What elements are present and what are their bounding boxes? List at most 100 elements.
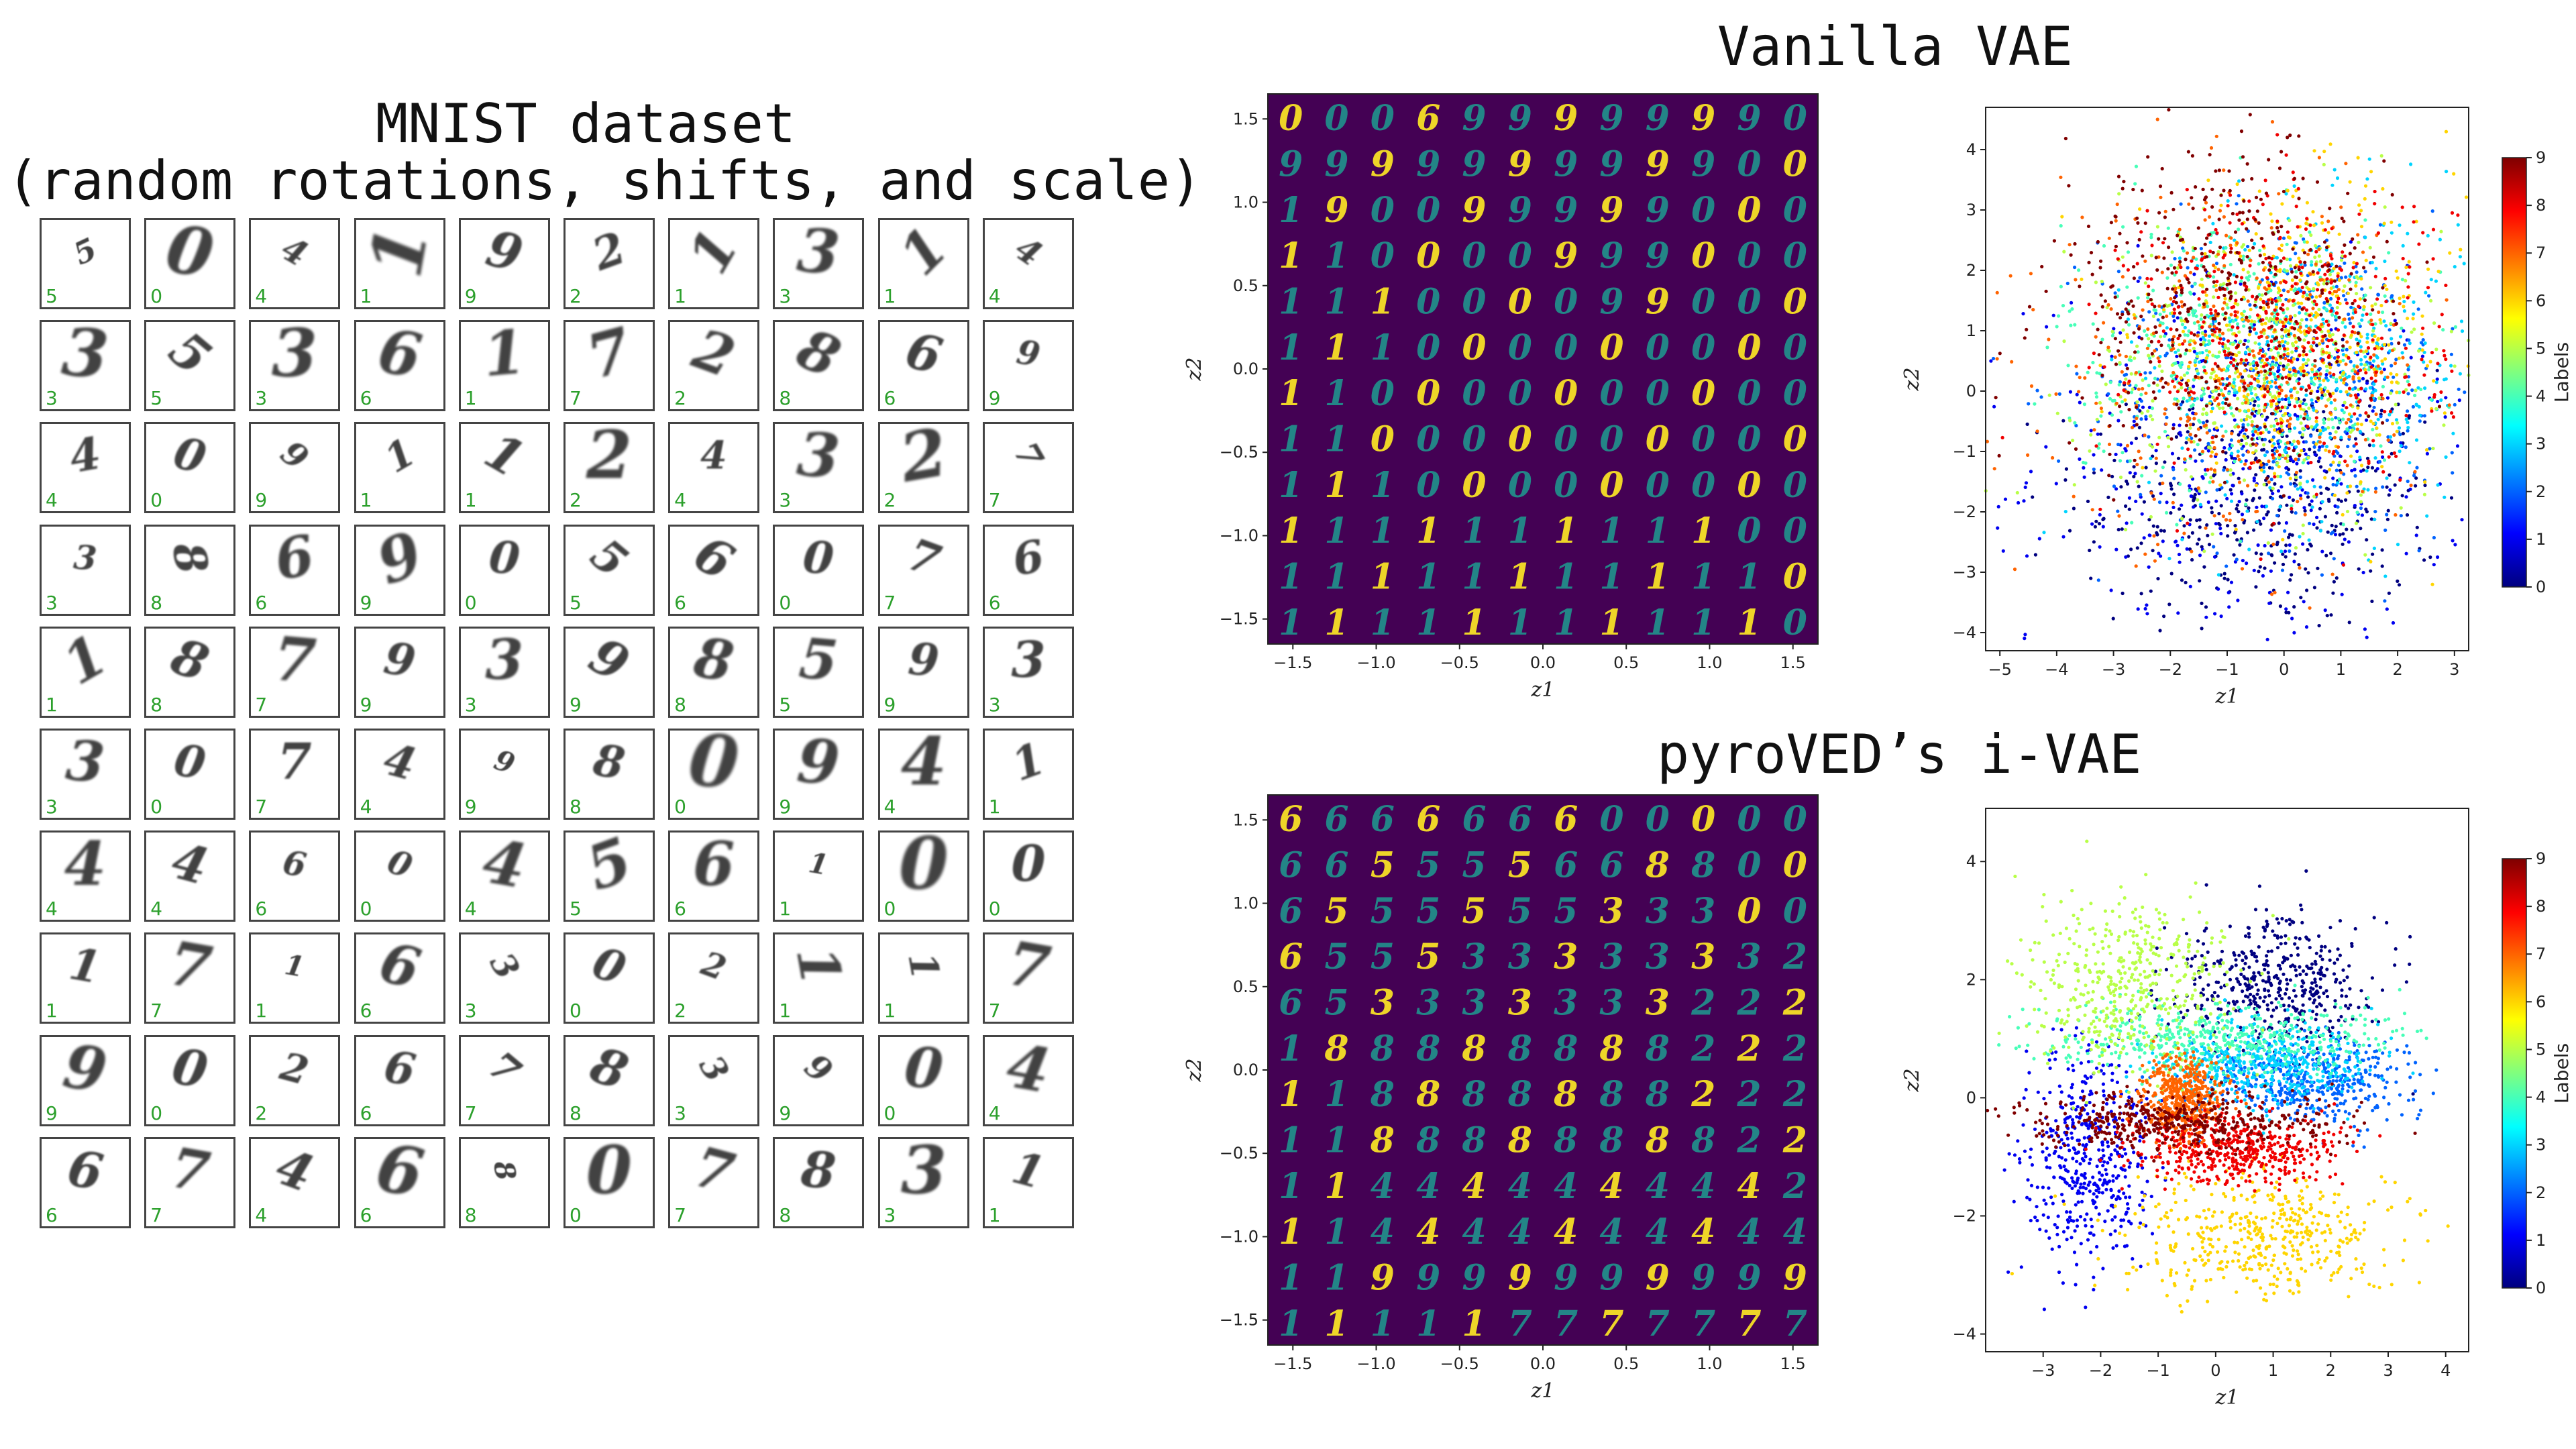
- vanilla-latent-point: [2439, 229, 2443, 233]
- vanilla-latent-point: [2212, 304, 2216, 309]
- vanilla-latent-point: [2383, 276, 2387, 280]
- vanilla-latent-point: [2084, 461, 2088, 465]
- vanilla-latent-point: [2172, 307, 2176, 311]
- vanilla-latent-point: [2304, 452, 2308, 456]
- vanilla-latent-point: [2142, 500, 2146, 504]
- ivae-latent-point: [2314, 1012, 2318, 1016]
- vanilla-latent-point: [2177, 552, 2182, 557]
- vanilla-latent-point: [2346, 484, 2350, 489]
- vanilla-latent-point: [2302, 408, 2306, 412]
- mnist-digit-label: 3: [779, 285, 792, 307]
- vanilla-latent-point: [2138, 409, 2142, 413]
- vanilla-latent-point: [2373, 189, 2377, 194]
- vanilla-latent-point: [2385, 396, 2390, 400]
- vanilla-latent-point: [2278, 361, 2282, 366]
- ivae-manifold-x-tick-label: 1.5: [1780, 1354, 1806, 1373]
- vanilla-latent-point: [2404, 413, 2408, 418]
- vanilla-latent-point: [2118, 331, 2123, 335]
- ivae-manifold-decoded-digit: 5: [1416, 845, 1440, 886]
- vanilla-latent-point: [2385, 607, 2389, 611]
- vanilla-latent-point: [2165, 415, 2169, 419]
- vanilla-latent-point: [2355, 292, 2359, 296]
- vanilla-latent-point: [2147, 292, 2151, 297]
- vanilla-latent-point: [2409, 356, 2413, 360]
- vanilla-latent-point: [2254, 449, 2258, 453]
- vanilla-latent-point: [2365, 312, 2369, 316]
- mnist-digit-label: 8: [150, 693, 163, 716]
- vanilla-latent-point: [2155, 225, 2159, 229]
- vanilla-latent-point: [2138, 276, 2142, 280]
- vanilla-latent-point: [2029, 272, 2033, 276]
- vanilla-latent-point: [2204, 201, 2208, 205]
- vanilla-latent-point: [2183, 333, 2187, 337]
- vanilla-latent-point: [2031, 495, 2035, 499]
- vanilla-latent-point: [2237, 458, 2241, 462]
- vanilla-latent-point: [2191, 411, 2195, 415]
- vanilla-manifold-decoded-digit: 0: [1783, 557, 1807, 598]
- vanilla-latent-point: [2185, 547, 2189, 551]
- vanilla-latent-point: [2121, 400, 2125, 404]
- vanilla-latent-point: [2390, 380, 2394, 384]
- ivae-latent-point: [2350, 942, 2354, 946]
- vanilla-latent-point: [2336, 445, 2341, 449]
- vanilla-latent-point: [2415, 525, 2419, 529]
- vanilla-latent-point: [2246, 270, 2250, 274]
- vanilla-latent-point: [2125, 333, 2129, 337]
- vanilla-latent-point: [2262, 331, 2266, 335]
- vanilla-latent-point: [2409, 162, 2413, 166]
- vanilla-latent-point: [2294, 287, 2298, 291]
- vanilla-latent-point: [2225, 496, 2229, 500]
- vanilla-latent-point: [2249, 258, 2253, 262]
- vanilla-latent-point: [2132, 474, 2136, 479]
- vanilla-latent-point: [2208, 215, 2212, 219]
- vanilla-latent-point: [2331, 391, 2335, 395]
- vanilla-latent-point: [2320, 390, 2324, 394]
- vanilla-latent-point: [2356, 372, 2360, 376]
- vanilla-latent-point: [2212, 295, 2216, 299]
- vanilla-latent-point: [2224, 369, 2229, 373]
- vanilla-latent-point: [2241, 401, 2245, 405]
- ivae-latent-point: [2385, 920, 2389, 925]
- vanilla-latent-point: [2289, 359, 2293, 363]
- vanilla-latent-point: [2067, 184, 2071, 188]
- vanilla-latent-point: [2155, 268, 2159, 272]
- vanilla-latent-point: [2217, 392, 2221, 396]
- vanilla-latent-point: [1998, 352, 2002, 356]
- vanilla-latent-point: [2292, 368, 2296, 372]
- vanilla-latent-point: [2275, 474, 2280, 478]
- vanilla-latent-point: [2406, 421, 2410, 425]
- vanilla-latent-point: [2329, 297, 2333, 301]
- ivae-manifold-decoded-digit: 8: [1553, 1120, 1578, 1161]
- vanilla-latent-frame: [1985, 107, 2469, 651]
- vanilla-latent-point: [2282, 324, 2286, 329]
- vanilla-latent-point: [2424, 290, 2428, 294]
- vanilla-manifold-decoded-digit: 1: [1737, 602, 1761, 643]
- vanilla-latent-point: [2204, 293, 2208, 297]
- vanilla-latent-point: [2179, 265, 2183, 270]
- vanilla-latent-point: [2074, 278, 2078, 282]
- vanilla-latent-point: [2140, 189, 2144, 193]
- vanilla-latent-point: [2356, 233, 2360, 237]
- vanilla-latent-point: [2202, 392, 2206, 396]
- vanilla-latent-point: [2270, 256, 2274, 261]
- mnist-digit-image: 9: [480, 219, 529, 284]
- vanilla-latent-point: [2303, 332, 2307, 336]
- vanilla-latent-point: [2364, 418, 2369, 422]
- vanilla-latent-point: [2441, 328, 2445, 332]
- vanilla-latent-point: [2209, 476, 2213, 480]
- vanilla-latent-point: [2321, 428, 2325, 433]
- vanilla-latent-point: [2181, 329, 2186, 333]
- vanilla-latent-point: [2255, 424, 2259, 429]
- vanilla-latent-point: [2330, 280, 2334, 284]
- vanilla-latent-point: [2099, 407, 2103, 411]
- vanilla-latent-point: [2153, 366, 2157, 370]
- vanilla-latent-point: [2258, 565, 2262, 569]
- vanilla-latent-point: [2264, 292, 2268, 296]
- ivae-manifold-decoded-digit: 3: [1691, 891, 1715, 932]
- mnist-digit-image: 2: [684, 320, 743, 391]
- ivae-manifold-decoded-digit: 6: [1599, 845, 1623, 886]
- vanilla-latent-point: [2298, 475, 2302, 480]
- vanilla-latent-point: [2288, 549, 2292, 553]
- vanilla-latent-point: [2329, 463, 2333, 467]
